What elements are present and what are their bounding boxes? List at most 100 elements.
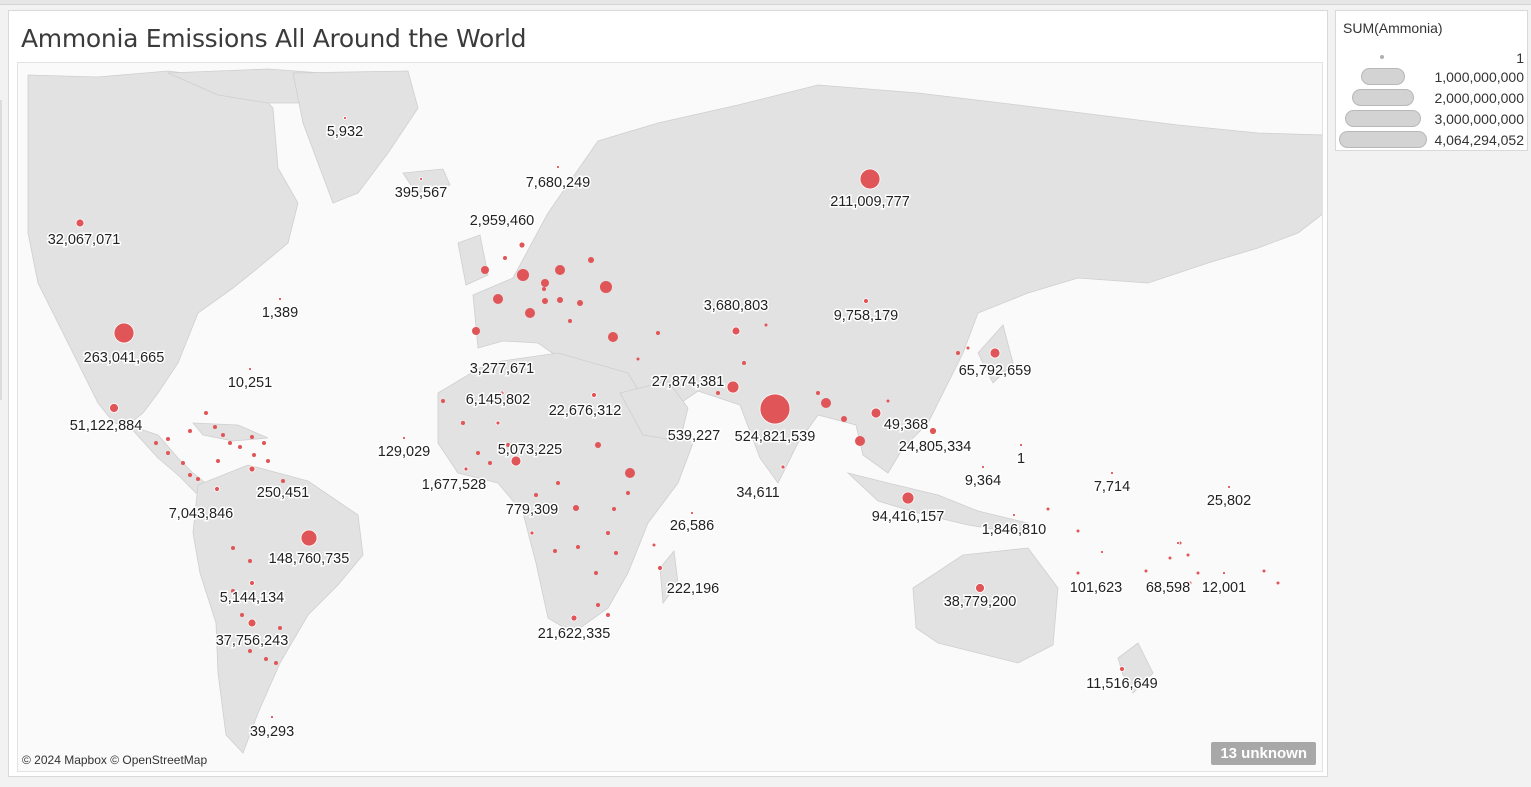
emission-marker[interactable] (821, 398, 831, 408)
emission-marker[interactable] (278, 297, 282, 301)
emission-marker[interactable] (716, 391, 720, 395)
emission-marker[interactable] (109, 403, 119, 413)
emission-marker[interactable] (1196, 571, 1200, 575)
emission-marker[interactable] (75, 218, 85, 228)
emission-marker[interactable] (499, 390, 505, 396)
emission-marker[interactable] (855, 436, 865, 446)
emission-marker[interactable] (1119, 666, 1125, 672)
emission-marker[interactable] (576, 545, 580, 549)
emission-marker[interactable] (240, 613, 244, 617)
emission-marker[interactable] (742, 361, 746, 365)
emission-marker[interactable] (731, 326, 741, 336)
emission-marker[interactable] (270, 715, 274, 719)
emission-marker[interactable] (247, 618, 257, 628)
emission-marker[interactable] (506, 443, 510, 447)
emission-marker[interactable] (859, 168, 881, 190)
emission-marker[interactable] (294, 489, 298, 493)
emission-marker[interactable] (614, 551, 618, 555)
map-canvas[interactable]: 5,932 395,567 7,680,249 2,959,460 211,009,77… (18, 63, 1323, 772)
emission-marker[interactable] (248, 559, 252, 563)
emission-marker[interactable] (213, 425, 217, 429)
emission-marker[interactable] (264, 657, 268, 661)
emission-marker[interactable] (557, 297, 563, 303)
emission-marker[interactable] (534, 493, 538, 497)
emission-marker[interactable] (541, 279, 549, 287)
emission-marker[interactable] (248, 649, 252, 653)
emission-marker[interactable] (577, 300, 583, 306)
emission-marker[interactable] (1144, 569, 1148, 573)
emission-marker[interactable] (595, 442, 601, 448)
emission-marker[interactable] (300, 529, 318, 547)
emission-marker[interactable] (556, 165, 560, 169)
emission-marker[interactable] (612, 507, 616, 511)
emission-marker[interactable] (966, 346, 970, 350)
emission-marker[interactable] (204, 411, 208, 415)
emission-marker[interactable] (588, 257, 594, 263)
emission-marker[interactable] (402, 436, 406, 440)
emission-marker[interactable] (419, 177, 423, 181)
emission-marker[interactable] (113, 322, 135, 344)
emission-marker[interactable] (1188, 581, 1192, 585)
emission-marker[interactable] (481, 266, 489, 274)
emission-marker[interactable] (625, 468, 635, 478)
emission-marker[interactable] (231, 589, 235, 593)
emission-marker[interactable] (441, 399, 445, 403)
emission-marker[interactable] (1012, 513, 1016, 517)
emission-marker[interactable] (1110, 471, 1114, 475)
emission-marker[interactable] (726, 380, 740, 394)
emission-marker[interactable] (690, 511, 694, 515)
emission-marker[interactable] (591, 392, 597, 398)
emission-marker[interactable] (676, 433, 680, 437)
emission-marker[interactable] (1019, 443, 1023, 447)
emission-marker[interactable] (1046, 507, 1050, 511)
emission-marker[interactable] (231, 546, 235, 550)
emission-marker[interactable] (274, 661, 278, 665)
emission-marker[interactable] (1276, 581, 1280, 585)
emission-marker[interactable] (556, 481, 560, 485)
emission-marker[interactable] (656, 331, 660, 335)
emission-marker[interactable] (472, 327, 480, 335)
emission-marker[interactable] (181, 461, 185, 465)
emission-marker[interactable] (517, 269, 529, 281)
emission-marker[interactable] (272, 591, 276, 595)
emission-marker[interactable] (1227, 485, 1231, 489)
emission-marker[interactable] (493, 294, 503, 304)
emission-marker[interactable] (488, 461, 492, 465)
emission-marker[interactable] (553, 549, 557, 553)
emission-marker[interactable] (542, 298, 548, 304)
emission-marker[interactable] (1176, 541, 1180, 545)
emission-marker[interactable] (981, 465, 985, 469)
emission-marker[interactable] (596, 603, 600, 607)
emission-marker[interactable] (510, 455, 522, 467)
emission-marker[interactable] (248, 465, 256, 473)
emission-marker[interactable] (214, 486, 220, 492)
emission-marker[interactable] (518, 241, 526, 249)
emission-marker[interactable] (495, 420, 501, 426)
emission-marker[interactable] (636, 357, 640, 361)
emission-marker[interactable] (841, 416, 847, 422)
emission-marker[interactable] (1076, 571, 1080, 575)
emission-marker[interactable] (249, 580, 255, 586)
emission-marker[interactable] (652, 543, 656, 547)
emission-marker[interactable] (216, 459, 220, 463)
emission-marker[interactable] (606, 613, 610, 617)
emission-marker[interactable] (542, 287, 546, 291)
emission-marker[interactable] (570, 614, 578, 622)
emission-marker[interactable] (266, 459, 270, 463)
emission-marker[interactable] (606, 531, 610, 535)
emission-marker[interactable] (870, 407, 882, 419)
emission-marker[interactable] (281, 479, 285, 483)
emission-marker[interactable] (461, 421, 465, 425)
emission-marker[interactable] (238, 445, 242, 449)
emission-marker[interactable] (764, 323, 768, 327)
emission-marker[interactable] (956, 351, 960, 355)
emission-marker[interactable] (343, 116, 347, 120)
emission-marker[interactable] (594, 571, 598, 575)
emission-marker[interactable] (657, 565, 663, 571)
emission-marker[interactable] (248, 367, 252, 371)
emission-marker[interactable] (568, 319, 572, 323)
emission-marker[interactable] (929, 427, 937, 435)
emission-marker[interactable] (555, 265, 565, 275)
emission-marker[interactable] (166, 437, 170, 441)
map-attribution[interactable]: © 2024 Mapbox © OpenStreetMap (22, 753, 208, 767)
